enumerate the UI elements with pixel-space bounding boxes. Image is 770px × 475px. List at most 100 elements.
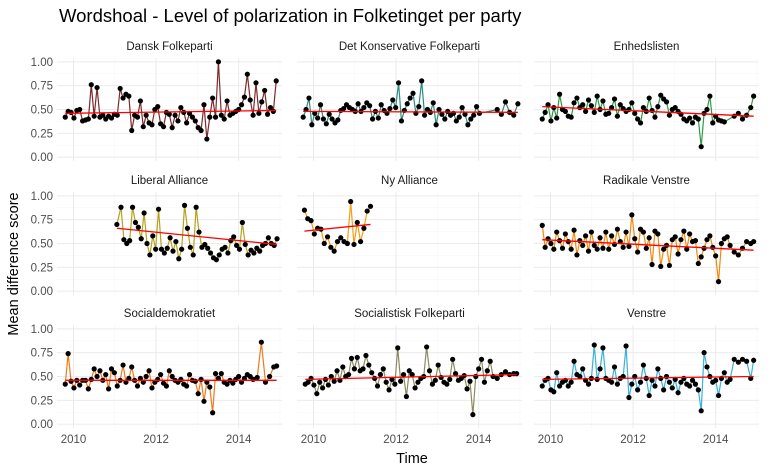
data-point [721,370,727,376]
data-point [244,71,250,77]
data-point [672,104,678,111]
trend-line-venstre [542,375,754,381]
data-point [412,385,418,391]
data-point [100,112,106,118]
data-point [166,368,172,374]
x-axis-title: Time [396,451,428,467]
data-point [614,113,620,119]
data-point [210,95,216,101]
data-point [554,229,560,235]
data-point [149,385,155,391]
data-point [585,248,592,254]
data-point [91,113,97,119]
data-point [583,233,589,239]
data-point [341,105,347,112]
data-point [348,355,355,361]
data-point [334,368,340,374]
data-point [435,362,441,368]
data-point [649,261,655,268]
data-point [751,93,757,99]
data-point [395,345,401,351]
data-point [583,108,589,115]
data-point [344,240,350,247]
data-point [626,106,632,113]
data-point [390,97,396,103]
data-point [192,118,198,124]
data-point [687,231,693,237]
data-point [464,386,470,392]
data-point [167,235,173,241]
data-point [609,379,615,385]
data-point [242,241,248,248]
series-line-enhedslisten [541,93,755,147]
data-point [689,120,696,126]
data-point [340,364,346,370]
data-point [143,112,149,118]
data-point [704,106,710,113]
data-point [189,114,196,120]
panel-liberal-alliance: Liberal Alliance 0.00 0.25 0.50 0.75 1.00 [31,175,282,298]
data-point [432,377,438,383]
data-point [407,95,413,101]
data-point [106,386,112,392]
data-point [600,98,606,104]
data-point [398,118,405,124]
data-point [361,225,367,231]
data-point [118,204,124,210]
data-point [241,94,248,100]
data-point [548,240,554,247]
data-point [643,245,649,251]
data-point [259,99,265,105]
data-point [127,238,133,244]
data-point [484,368,490,374]
trend-line-det-konservative-folkeparti [303,110,518,114]
data-point [346,371,352,378]
data-point [626,243,632,249]
data-point [150,233,156,239]
data-point [542,109,548,115]
data-point [138,236,144,242]
data-point [614,226,620,232]
data-point [126,93,132,99]
panel-title-radikale-venstre: Radikale Venstre [603,175,690,187]
data-point [424,344,430,350]
data-point [652,383,658,389]
data-point [574,252,580,258]
data-point [629,381,635,387]
data-point [328,244,334,250]
data-point [175,118,181,124]
data-point [323,121,329,127]
data-point [515,101,521,107]
data-point [471,112,477,118]
data-point [439,111,445,117]
data-point [551,246,557,252]
data-point [172,112,178,118]
data-point [473,373,479,380]
data-point [146,368,152,374]
data-point [727,376,733,382]
data-point [655,231,661,237]
data-point [542,244,548,250]
data-point [426,368,433,374]
data-point [114,112,120,118]
data-point [568,379,574,385]
data-point [695,260,701,267]
data-point [137,98,143,104]
x-tick-label: 2012 [383,434,409,446]
data-point [202,241,208,248]
data-point [153,246,159,252]
chart-title: Wordshoal - Level of polarization in Fol… [59,5,522,26]
data-point [494,106,500,113]
y-tick-label: 0.50 [31,105,53,117]
data-point [374,383,381,389]
data-point [169,125,175,131]
data-point [637,379,644,385]
y-tick-label: 0.75 [31,348,53,360]
data-point [348,198,354,205]
data-point [363,352,369,359]
data-point [134,114,141,120]
data-point [611,96,618,102]
data-point [364,208,370,214]
data-point [731,249,737,255]
data-point [187,244,193,250]
